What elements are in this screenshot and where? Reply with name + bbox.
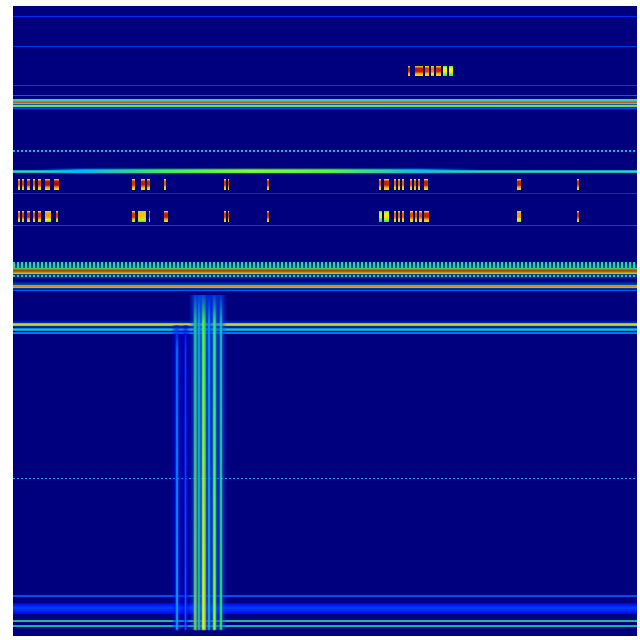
vertical-transients-layer [13, 6, 637, 636]
burst-packet [131, 210, 135, 222]
carrier-line-hot-band-272 [13, 267, 637, 274]
burst-packet [53, 179, 59, 191]
burst-packet [442, 66, 447, 76]
burst-packet [17, 210, 20, 222]
burst-packet [148, 210, 151, 222]
burst-packet [431, 66, 435, 76]
burst-packet [164, 179, 167, 191]
carrier-line-cyan-band-630 [13, 620, 637, 623]
carrier-line-carrier-86 [13, 84, 637, 86]
transient-streak-transient-176 [184, 324, 186, 631]
burst-packet [32, 179, 36, 191]
carrier-line-carrier-196 [13, 193, 637, 195]
burst-packet [266, 179, 270, 191]
spectrogram-plot-area[interactable] [13, 6, 637, 636]
burst-packet [398, 210, 401, 222]
burst-packet [424, 179, 429, 191]
carrier-line-wide-haze-612 [13, 602, 637, 615]
burst-packet [414, 210, 417, 222]
burst-packet [26, 179, 30, 191]
carrier-line-cyan-band-635 [13, 625, 637, 628]
carrier-line-dotted-carrier-152 [13, 149, 637, 152]
burst-packets-layer [13, 6, 637, 636]
burst-packet [137, 210, 146, 222]
burst-packet [45, 179, 51, 191]
burst-packet [45, 210, 52, 222]
burst-row-upper [13, 179, 637, 191]
burst-packet [378, 179, 381, 191]
burst-packet [425, 66, 430, 76]
carrier-line-carrier-47 [13, 46, 637, 48]
burst-packet [131, 179, 135, 191]
burst-packet [227, 210, 230, 222]
lens-trace-highlight [37, 169, 481, 174]
burst-packet [21, 210, 24, 222]
burst-packet [414, 66, 424, 76]
burst-packet [140, 179, 145, 191]
burst-packet [17, 179, 20, 191]
burst-packet [576, 179, 580, 191]
burst-packet [38, 179, 42, 191]
burst-packet [223, 210, 226, 222]
carrier-line-strong-band-103 [13, 101, 637, 105]
burst-row-lower [13, 210, 637, 222]
carrier-line-carrier-110 [13, 108, 637, 110]
burst-packet [398, 179, 401, 191]
burst-packet [448, 66, 453, 76]
burst-packet [38, 210, 42, 222]
carrier-line-strong-band-107 [13, 105, 637, 108]
carrier-line-yellow-band-328 [13, 322, 637, 326]
carrier-line-dotted-band-279 [13, 274, 637, 277]
burst-packet [266, 210, 270, 222]
burst-packet [424, 210, 430, 222]
burst-packet [146, 179, 151, 191]
burst-packet [418, 210, 422, 222]
carrier-line-faint-carrier-top [13, 15, 637, 17]
carrier-line-cyan-band-333 [13, 327, 637, 331]
carrier-line-cyan-band-337 [13, 331, 637, 334]
transient-streak-transient-205 [212, 295, 216, 631]
burst-packet [223, 179, 226, 191]
horizontal-carriers-layer [13, 6, 637, 636]
burst-packet [409, 210, 413, 222]
burst-packet [21, 179, 24, 191]
carrier-line-carrier-228 [13, 224, 637, 226]
carrier-line-hot-band-289 [13, 284, 637, 288]
burst-packet [436, 66, 442, 76]
carrier-line-carrier-96-faint [13, 94, 637, 96]
burst-packet [402, 179, 404, 191]
pilot-comb-ticks [13, 261, 637, 268]
burst-packet [407, 66, 410, 76]
burst-packet [55, 210, 58, 222]
burst-packet [517, 179, 521, 191]
burst-packet [402, 210, 404, 222]
burst-packet [384, 210, 390, 222]
burst-packet [32, 210, 36, 222]
carrier-line-carrier-295 [13, 290, 637, 292]
carrier-line-dotted-carrier-485 [13, 477, 637, 479]
burst-packet [394, 179, 397, 191]
burst-packet [164, 210, 169, 222]
burst-packet [378, 210, 382, 222]
burst-packet [576, 210, 580, 222]
burst-cluster-top [13, 66, 637, 76]
transient-streak-transient-167 [175, 324, 178, 631]
burst-packet [384, 179, 390, 191]
transient-streak-transient-212 [219, 295, 222, 631]
burst-packet [394, 210, 397, 222]
burst-packet [417, 179, 420, 191]
burst-packet [26, 210, 30, 222]
burst-packet [517, 210, 521, 222]
burst-packet [413, 179, 416, 191]
carrier-line-faint-band-604 [13, 594, 637, 597]
burst-packet [227, 179, 230, 191]
burst-packet [409, 179, 412, 191]
